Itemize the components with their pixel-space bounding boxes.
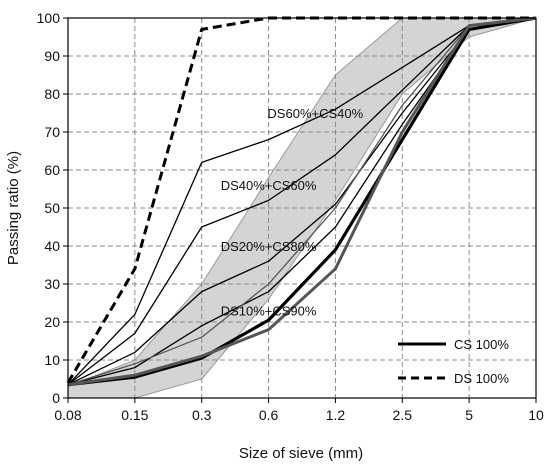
annotation-2: DS40%+CS60%	[221, 178, 317, 193]
x-tick-label-0.15: 0.15	[121, 407, 148, 423]
x-tick-label-5: 5	[465, 407, 473, 423]
annotation-layer: DS60%+CS40% DS40%+CS60% DS20%+CS80% DS10%+C…	[221, 106, 364, 319]
y-tick-label-70: 70	[44, 124, 60, 140]
annotation-4: DS10%+CS90%	[221, 304, 317, 319]
series-line-8	[67, 16, 537, 387]
y-tick-label-90: 90	[44, 48, 60, 64]
y-axis-title: Passing ratio (%)	[5, 151, 22, 265]
legend-label-2: DS 100%	[454, 371, 509, 386]
series-line-3	[67, 17, 537, 386]
y-tick-label-50: 50	[44, 200, 60, 216]
series-line-4	[67, 17, 537, 386]
y-tick-label-60: 60	[44, 162, 60, 178]
axis-layer: 0 10 20 30 40 50 60 70 80 90 100 0.08 0.15 0.3 0.6 1.2 2…	[37, 10, 544, 423]
y-tick-label-10: 10	[44, 352, 60, 368]
legend-label-1: CS 100%	[454, 337, 509, 352]
y-tick-label-100: 100	[37, 10, 61, 26]
x-axis-title: Size of sieve (mm)	[239, 445, 363, 462]
x-tick-label-0.3: 0.3	[192, 407, 212, 423]
annotation-1: DS60%+CS40%	[267, 106, 363, 121]
y-tick-label-0: 0	[52, 390, 60, 406]
legend: CS 100% DS 100%	[398, 337, 509, 386]
series-line-7	[67, 17, 537, 386]
y-tick-label-30: 30	[44, 276, 60, 292]
series-line-cs-100	[67, 16, 537, 387]
x-tick-label-10: 10	[528, 407, 544, 423]
y-tick-label-80: 80	[44, 86, 60, 102]
x-tick-label-0.08: 0.08	[54, 407, 81, 423]
x-tick-label-0.6: 0.6	[259, 407, 279, 423]
y-tick-label-20: 20	[44, 314, 60, 330]
annotation-3: DS20%+CS80%	[221, 239, 317, 254]
x-tick-label-1.2: 1.2	[326, 407, 346, 423]
x-tick-label-2.5: 2.5	[393, 407, 413, 423]
y-tick-label-40: 40	[44, 238, 60, 254]
